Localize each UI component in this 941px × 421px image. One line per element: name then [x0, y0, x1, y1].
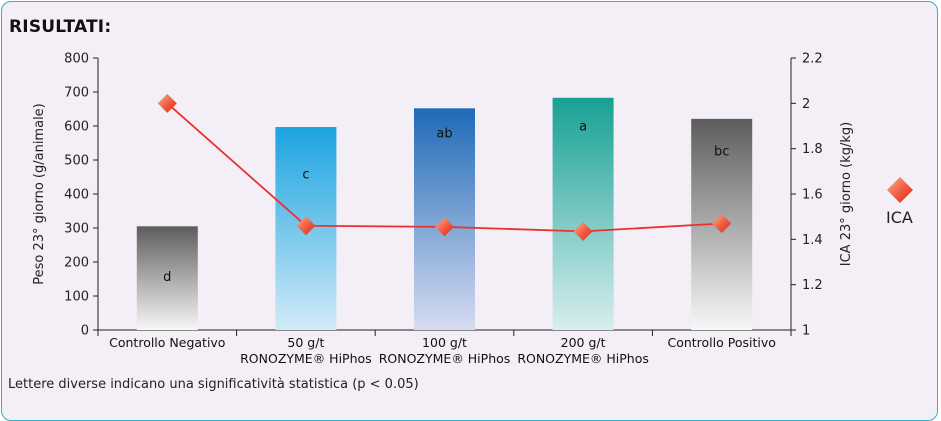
- y-tick-label-left: 500: [64, 154, 89, 169]
- y-tick-label-right: 1.6: [802, 188, 823, 203]
- ica-point: [157, 93, 177, 113]
- bar-label: a: [579, 120, 587, 135]
- legend-label-ica: ICA: [886, 208, 913, 227]
- bar-label: ab: [436, 127, 452, 142]
- x-tick-label: RONOZYME® HiPhos: [517, 351, 649, 366]
- y-tick-label-right: 1.2: [802, 278, 823, 293]
- y-axis-title-left: Peso 23° giorno (g/animale): [32, 103, 47, 285]
- y-tick-label-left: 700: [64, 86, 89, 101]
- x-tick-label: 100 g/t: [422, 335, 467, 350]
- y-tick-label-left: 800: [64, 52, 89, 67]
- y-tick-label-right: 2.2: [802, 52, 823, 67]
- y-tick-label-right: 2: [802, 97, 810, 112]
- y-tick-label-left: 600: [64, 120, 89, 135]
- y-tick-label-right: 1.8: [802, 142, 823, 157]
- x-tick-label: 200 g/t: [561, 335, 606, 350]
- legend-marker-ica: [887, 177, 913, 203]
- ica-point: [712, 213, 732, 233]
- y-tick-label-right: 1.4: [802, 233, 823, 248]
- y-tick-label-left: 100: [64, 290, 89, 305]
- bar: [552, 97, 614, 330]
- section-title: RISULTATI:: [9, 17, 112, 37]
- y-tick-label-left: 0: [81, 324, 89, 339]
- footnote: Lettere diverse indicano una significati…: [8, 377, 419, 392]
- bar-label: d: [163, 270, 171, 285]
- bar-label: bc: [714, 145, 729, 160]
- ica-point: [435, 217, 454, 237]
- y-tick-label-right: 1: [802, 324, 810, 339]
- ica-point: [573, 221, 593, 241]
- bar: [136, 226, 198, 330]
- bar-label: c: [302, 168, 309, 183]
- x-tick-label: RONOZYME® HiPhos: [240, 351, 372, 366]
- x-tick-label: 50 g/t: [287, 335, 324, 350]
- y-tick-label-left: 400: [64, 188, 89, 203]
- x-tick-label: Controllo Positivo: [667, 335, 775, 350]
- chart: 0 100 200 300 400 500 600 700 800 1 1.2 1.4 1.6 1.8 2 2…: [32, 52, 913, 366]
- ica-point: [296, 216, 316, 236]
- x-tick-label: RONOZYME® HiPhos: [379, 351, 511, 366]
- y-axis-title-right: ICA 23° giorno (kg/kg): [839, 122, 854, 266]
- y-tick-label-left: 200: [64, 256, 89, 271]
- x-tick-label: Controllo Negativo: [109, 335, 225, 350]
- y-tick-label-left: 300: [64, 222, 89, 237]
